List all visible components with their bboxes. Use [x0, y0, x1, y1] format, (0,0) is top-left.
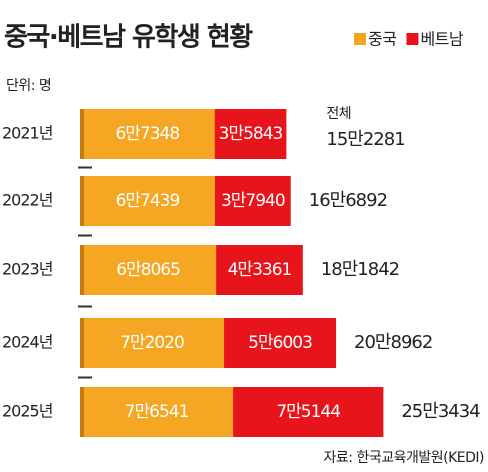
bar-segment — [233, 387, 384, 437]
total-label: 25만3434 — [401, 401, 480, 422]
bar-value-label: 7만2020 — [120, 333, 184, 353]
bar-segment — [80, 109, 215, 159]
bar-segment — [80, 387, 234, 437]
bar-value-label: 7만5144 — [276, 402, 340, 422]
bar-shade — [80, 387, 84, 437]
legend-swatch — [406, 33, 419, 45]
bar-segment — [80, 176, 215, 226]
bar-segment — [216, 245, 303, 295]
bar-shade — [80, 245, 84, 295]
bar-value-label: 3만5843 — [219, 124, 283, 144]
y-tick-label: 2024년 — [2, 333, 53, 352]
total-label: 18만1842 — [321, 259, 399, 280]
bar-value-label: 7만6541 — [125, 402, 189, 422]
legend-swatch — [354, 33, 366, 45]
bar-value-label: 6만7348 — [115, 124, 179, 144]
bar-value-label: 3만7940 — [221, 191, 285, 211]
total-label: 15만2281 — [326, 129, 404, 150]
unit-label: 단위: 명 — [6, 78, 51, 94]
total-title: 전체 — [326, 106, 351, 122]
bar-shade — [80, 176, 84, 226]
bar-value-label: 6만8065 — [116, 260, 180, 280]
bar-value-label: 5만6003 — [248, 333, 312, 353]
y-tick-label: 2022년 — [2, 191, 53, 210]
legend-label: 베트남 — [420, 30, 463, 49]
legend: 중국 베트남 — [354, 30, 464, 49]
y-tick-label: 2025년 — [2, 402, 53, 421]
bar-segment — [224, 318, 337, 368]
bar-segment — [80, 318, 225, 368]
y-tick-label: 2021년 — [2, 124, 53, 143]
bar-segment — [214, 109, 287, 159]
total-label: 16만6892 — [309, 190, 387, 211]
total-label: 20만8962 — [354, 332, 432, 353]
legend-label: 중국 — [368, 30, 396, 49]
y-tick-label: 2023년 — [2, 260, 53, 279]
bar-value-label: 6만7439 — [116, 191, 180, 211]
source: 자료: 한국교육개발원(KEDI) — [324, 450, 484, 466]
chart-title: 중국·베트남 유학생 현황 — [4, 23, 253, 53]
bar-segment — [80, 245, 217, 295]
bar-segment — [214, 176, 291, 226]
bar-value-label: 4만3361 — [228, 260, 292, 280]
bar-shade — [80, 109, 84, 159]
bar-shade — [80, 318, 84, 368]
